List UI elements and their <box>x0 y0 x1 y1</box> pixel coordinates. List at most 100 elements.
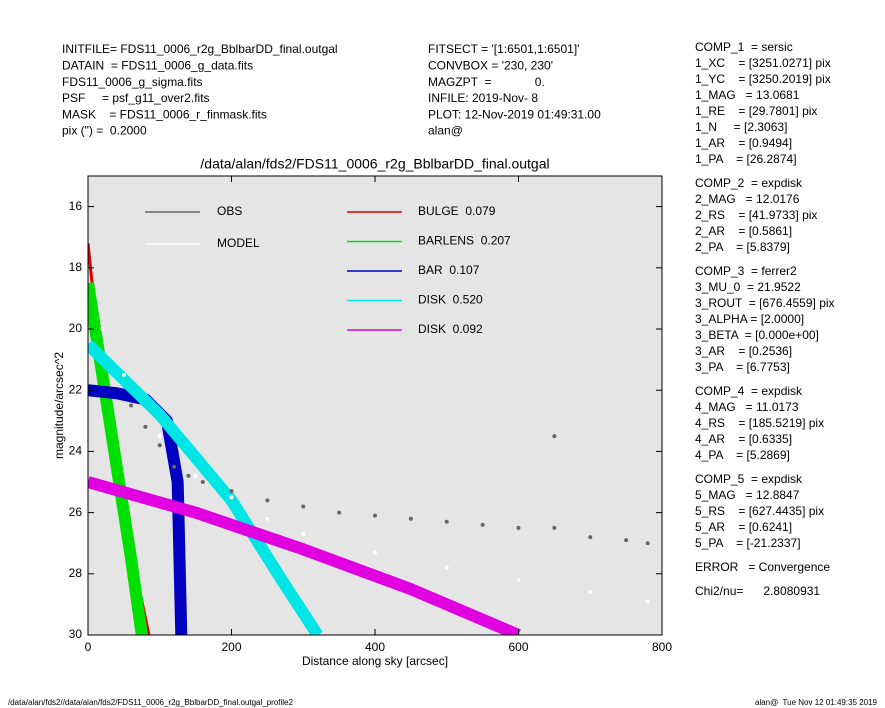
x-tick-label: 0 <box>85 640 92 654</box>
data-point <box>408 516 413 521</box>
param-line: 3_ROUT = [676.4559] pix <box>695 296 835 310</box>
data-point <box>552 434 557 439</box>
data-point <box>624 538 629 543</box>
legend-label: OBS <box>217 204 242 218</box>
chart-title: /data/alan/fds2/FDS11_0006_r2g_BblbarDD_… <box>200 156 549 172</box>
y-tick-label: 24 <box>69 444 83 458</box>
profile-line <box>88 340 323 635</box>
param-line: 1_MAG = 13.0681 <box>695 88 800 102</box>
param-line: COMP_1 = sersic <box>695 40 793 54</box>
x-tick-label: 600 <box>508 640 528 654</box>
data-point <box>301 532 306 537</box>
param-line: 2_PA = [5.8379] <box>695 240 790 254</box>
legend-label: BULGE 0.079 <box>418 204 496 218</box>
param-line: 3_BETA = [0.000e+00] <box>695 328 819 342</box>
param-line: 4_AR = [0.6335] <box>695 432 792 446</box>
header-line: FDS11_0006_g_sigma.fits <box>62 75 203 89</box>
data-point <box>301 504 306 509</box>
data-point <box>516 525 521 530</box>
param-line: 1_N = [2.3063] <box>695 120 787 134</box>
header-line: FITSECT = '[1:6501,1:6501]' <box>428 42 579 56</box>
data-point <box>645 599 650 604</box>
data-point <box>588 535 593 540</box>
data-point <box>480 522 485 527</box>
param-line: 5_RS = [627.4435] pix <box>695 504 824 518</box>
data-point <box>186 473 191 478</box>
param-line: 3_PA = [6.7753] <box>695 360 790 374</box>
param-line: 3_MU_0 = 21.9522 <box>695 280 801 294</box>
y-tick-label: 26 <box>69 505 83 519</box>
param-line: 5_AR = [0.6241] <box>695 520 792 534</box>
footer-right: alan@ Tue Nov 12 01:49:35 2019 <box>755 698 878 707</box>
data-point <box>552 525 557 530</box>
profile-line <box>88 282 148 635</box>
legend-label: BARLENS 0.207 <box>418 234 511 248</box>
param-line: 2_MAG = 12.0176 <box>695 192 800 206</box>
y-tick-label: 16 <box>69 199 83 213</box>
data-point <box>100 327 105 331</box>
param-line: COMP_2 = expdisk <box>695 176 803 190</box>
x-tick-label: 800 <box>652 640 672 654</box>
data-point <box>193 473 198 478</box>
param-line: COMP_3 = ferrer2 <box>695 264 797 278</box>
param-line: 1_AR = [0.9494] <box>695 136 792 150</box>
param-line: 5_PA = [-21.2337] <box>695 536 801 550</box>
header-line: INITFILE= FDS11_0006_r2g_BblbarDD_final.… <box>62 42 338 56</box>
data-point <box>229 489 234 494</box>
param-line: 5_MAG = 12.8847 <box>695 488 800 502</box>
legend-label: BAR 0.107 <box>418 263 480 277</box>
param-line: ERROR = Convergence <box>695 560 830 574</box>
x-tick-label: 200 <box>221 640 241 654</box>
param-line: 3_AR = [0.2536] <box>695 344 792 358</box>
legend-label: DISK 0.092 <box>418 322 483 336</box>
header-line: alan@ <box>428 124 463 138</box>
data-point <box>129 403 134 408</box>
data-point <box>337 510 342 515</box>
y-axis-label: magnitude/arcsec^2 <box>52 352 66 459</box>
param-line: 1_PA = [26.2874] <box>695 152 797 166</box>
y-tick-label: 22 <box>69 382 83 396</box>
data-point <box>157 443 162 448</box>
param-line: 1_RE = [29.7801] pix <box>695 104 817 118</box>
legend-label: MODEL <box>217 236 260 250</box>
data-point <box>645 541 650 546</box>
data-point <box>588 590 593 595</box>
param-line: 3_ALPHA = [2.0000] <box>695 312 804 326</box>
data-point <box>444 565 449 570</box>
param-line: 2_RS = [41.9733] pix <box>695 208 817 222</box>
data-point <box>172 464 177 469</box>
x-axis-label: Distance along sky [arcsec] <box>302 654 448 668</box>
footer-left: /data/alan/fds2//data/alan/fds2/FDS11_00… <box>8 698 293 707</box>
data-point <box>265 498 270 503</box>
data-point <box>157 434 162 439</box>
y-tick-label: 20 <box>69 321 83 335</box>
header-line: PLOT: 12-Nov-2019 01:49:31.00 <box>428 107 601 121</box>
x-tick-label: 400 <box>365 640 385 654</box>
data-point <box>143 424 148 429</box>
param-line: 1_XC = [3251.0271] pix <box>695 56 831 70</box>
data-point <box>200 480 205 484</box>
header-line: PSF = psf_g11_over2.fits <box>62 91 210 105</box>
header-line: pix (") = 0.2000 <box>62 124 147 138</box>
y-tick-label: 30 <box>69 627 83 641</box>
param-line: 1_YC = [3250.2019] pix <box>695 72 831 86</box>
data-point <box>373 513 377 518</box>
data-point <box>444 519 449 524</box>
param-line: Chi2/nu= 2.8080931 <box>695 584 820 598</box>
data-point <box>373 550 377 555</box>
header-line: DATAIN = FDS11_0006_g_data.fits <box>62 58 253 72</box>
param-line: 2_AR = [0.5861] <box>695 224 792 238</box>
header-line: MAGZPT = 0. <box>428 75 545 89</box>
profile-line <box>88 476 521 635</box>
y-tick-label: 28 <box>69 566 83 580</box>
param-line: COMP_4 = expdisk <box>695 384 803 398</box>
y-tick-label: 18 <box>69 260 83 274</box>
param-line: COMP_5 = expdisk <box>695 472 803 486</box>
param-line: 4_PA = [5.2869] <box>695 448 790 462</box>
header-line: MASK = FDS11_0006_r_finmask.fits <box>62 107 267 121</box>
param-line: 4_RS = [185.5219] pix <box>695 416 824 430</box>
data-point <box>265 516 270 521</box>
legend-label: DISK 0.520 <box>418 293 483 307</box>
header-line: INFILE: 2019-Nov- 8 <box>428 91 538 105</box>
